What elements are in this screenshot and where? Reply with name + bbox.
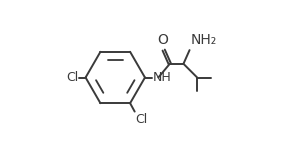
Text: Cl: Cl: [67, 71, 79, 84]
Text: O: O: [157, 33, 168, 47]
Text: NH: NH: [153, 71, 172, 84]
Text: NH₂: NH₂: [190, 33, 217, 47]
Text: Cl: Cl: [136, 113, 148, 126]
